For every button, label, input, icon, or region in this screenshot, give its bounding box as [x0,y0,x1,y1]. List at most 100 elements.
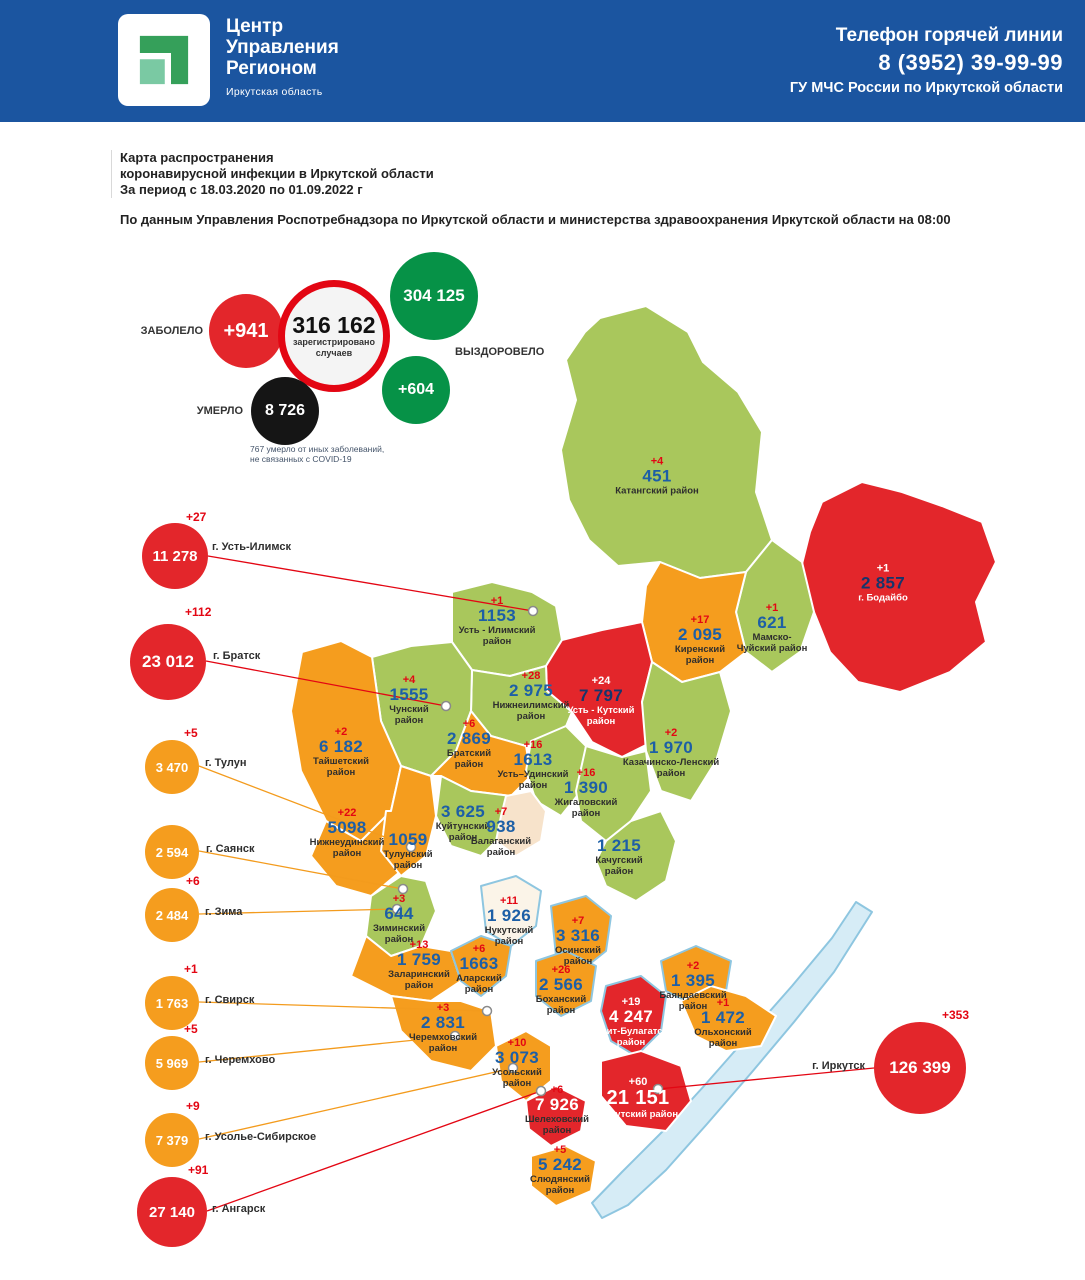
city-name: г. Тулун [205,757,247,769]
header-bar: Центр Управления Регионом Иркутская обла… [0,0,1085,122]
page-title: Карта распространения коронавирусной инф… [111,150,434,198]
city-value: 2 594 [155,844,189,860]
city-value: 23 012 [142,652,194,671]
city-value: 1 763 [155,995,189,1011]
title-line3: За период с 18.03.2020 по 01.09.2022 г [120,182,363,197]
leader-line-irkutsk [657,1067,875,1090]
hotline-block: Телефон горячей линии 8 (3952) 39-99-99 … [790,24,1063,98]
city-marker-ust-ilimsk [527,605,539,617]
city-cheremkhovo-bubble: 5 969 [145,1036,199,1090]
city-sayansk-bubble: 2 594 [145,825,199,879]
title-line2: коронавирусной инфекции в Иркутской обла… [120,166,434,181]
city-bratsk-bubble: 23 012 [130,624,206,700]
district-shelekhovsky-shape [525,1085,587,1147]
city-delta: +112 [185,605,212,619]
city-usolye-bubble: 7 379 [145,1113,199,1167]
city-zima-bubble: 2 484 [145,888,199,942]
city-name: г. Черемхово [205,1054,276,1066]
district-kirensky-shape [641,561,747,683]
city-delta: +1 [184,962,198,976]
district-cheremkhovsky-shape [390,995,497,1072]
leader-line-bratsk [205,660,447,707]
leader-line-sayansk [198,850,404,890]
city-value: 11 278 [152,547,198,565]
city-delta: +27 [186,510,207,524]
district-ust-udinsky-shape [525,725,587,817]
city-angarsk-bubble: 27 140 [137,1177,207,1247]
city-marker-zima [391,903,403,915]
city-marker-bratsk [440,700,452,712]
city-delta: +91 [188,1163,209,1177]
logo-text: Центр Управления Регионом Иркутская обла… [226,14,339,98]
district-kachugsky-shape [595,810,677,902]
recovered-delta: +604 [397,381,435,398]
city-value: 27 140 [149,1203,195,1221]
data-source-line: По данным Управления Роспотребнадзора по… [120,212,951,227]
leader-line-usolye [198,1067,514,1140]
registered-value: 316 162 [292,312,376,338]
leader-line-cheremkhovo [198,1035,456,1063]
deceased-label: УМЕРЛО [196,405,243,417]
district-kuitunsky-shape [435,775,512,857]
district-balagansky-shape [495,790,547,857]
district-ekhirit-bulagatsky-shape [600,975,667,1057]
city-irkutsk-bubble: 126 399 [874,1022,966,1114]
hotline-org: ГУ МЧС России по Иркутской области [789,80,1063,96]
city-name: г. Усть-Илимск [212,541,291,553]
district-olkhonsky-shape [680,985,777,1052]
city-marker-sayansk [397,883,409,895]
city-delta: +353 [942,1008,970,1022]
registered-bubble: 316 162 зарегистрировано случаев [278,280,390,392]
leader-line-ust-ilimsk [207,555,534,612]
city-value: 7 379 [155,1132,189,1148]
registered-label1: зарегистрировано [293,337,375,347]
city-tulun-bubble: 3 470 [145,740,199,794]
district-bodaibo-shape [799,481,997,693]
city-name: г. Саянск [206,843,255,855]
logo-region: Иркутская область [226,86,323,98]
recovered-bubble: 304 125 [390,252,478,340]
city-name: г. Свирск [205,994,255,1006]
city-name: г. Ангарск [212,1203,266,1215]
district-kazachinsko-lensky-shape [641,661,732,802]
district-ust-ilimsky-shape [451,581,563,677]
district-usolsky-shape [495,1030,552,1102]
city-delta: +5 [184,726,198,740]
city-marker-cheremkhovo [449,1030,461,1042]
district-slyudyansky-shape [530,1145,597,1207]
leader-line-angarsk [206,1090,542,1212]
sick-delta-bubble: +941 [209,294,283,368]
logo: Центр Управления Регионом Иркутская обла… [118,14,339,106]
logo-icon-glyph [139,35,189,85]
leader-line-svirsk [198,1001,488,1012]
deceased-bubble: 8 726 [251,377,319,445]
city-value: 126 399 [889,1058,951,1077]
logo-line3: Регионом [226,58,317,79]
city-delta: +6 [186,874,200,888]
city-name: г. Усолье-Сибирское [205,1131,317,1143]
city-svirsk-bubble: 1 763 [145,976,199,1030]
city-name: г. Зима [205,906,243,918]
city-delta: +9 [186,1099,200,1113]
city-name: г. Иркутск [812,1060,865,1072]
sick-delta: +941 [223,319,269,342]
registered-label2: случаев [315,348,353,358]
city-marker-usolye [507,1062,519,1074]
city-value: 2 484 [155,907,189,923]
city-marker-angarsk [535,1085,547,1097]
logo-line1: Центр [226,16,284,37]
district-alarsky-shape [450,935,512,997]
title-line1: Карта распространения [120,150,274,165]
city-marker-tulun [405,841,417,853]
leader-line-tulun [198,765,412,848]
city-marker-irkutsk [652,1083,664,1095]
logo-icon [118,14,210,106]
recovered-delta-bubble: +604 [382,356,450,424]
district-nukutsky-shape [480,875,542,947]
hotline-phone: 8 (3952) 39-99-99 [878,50,1063,75]
city-name: г. Братск [213,650,261,662]
recovered-label: ВЫЗДОРОВЕЛО [455,346,545,358]
city-value: 5 969 [155,1055,189,1071]
